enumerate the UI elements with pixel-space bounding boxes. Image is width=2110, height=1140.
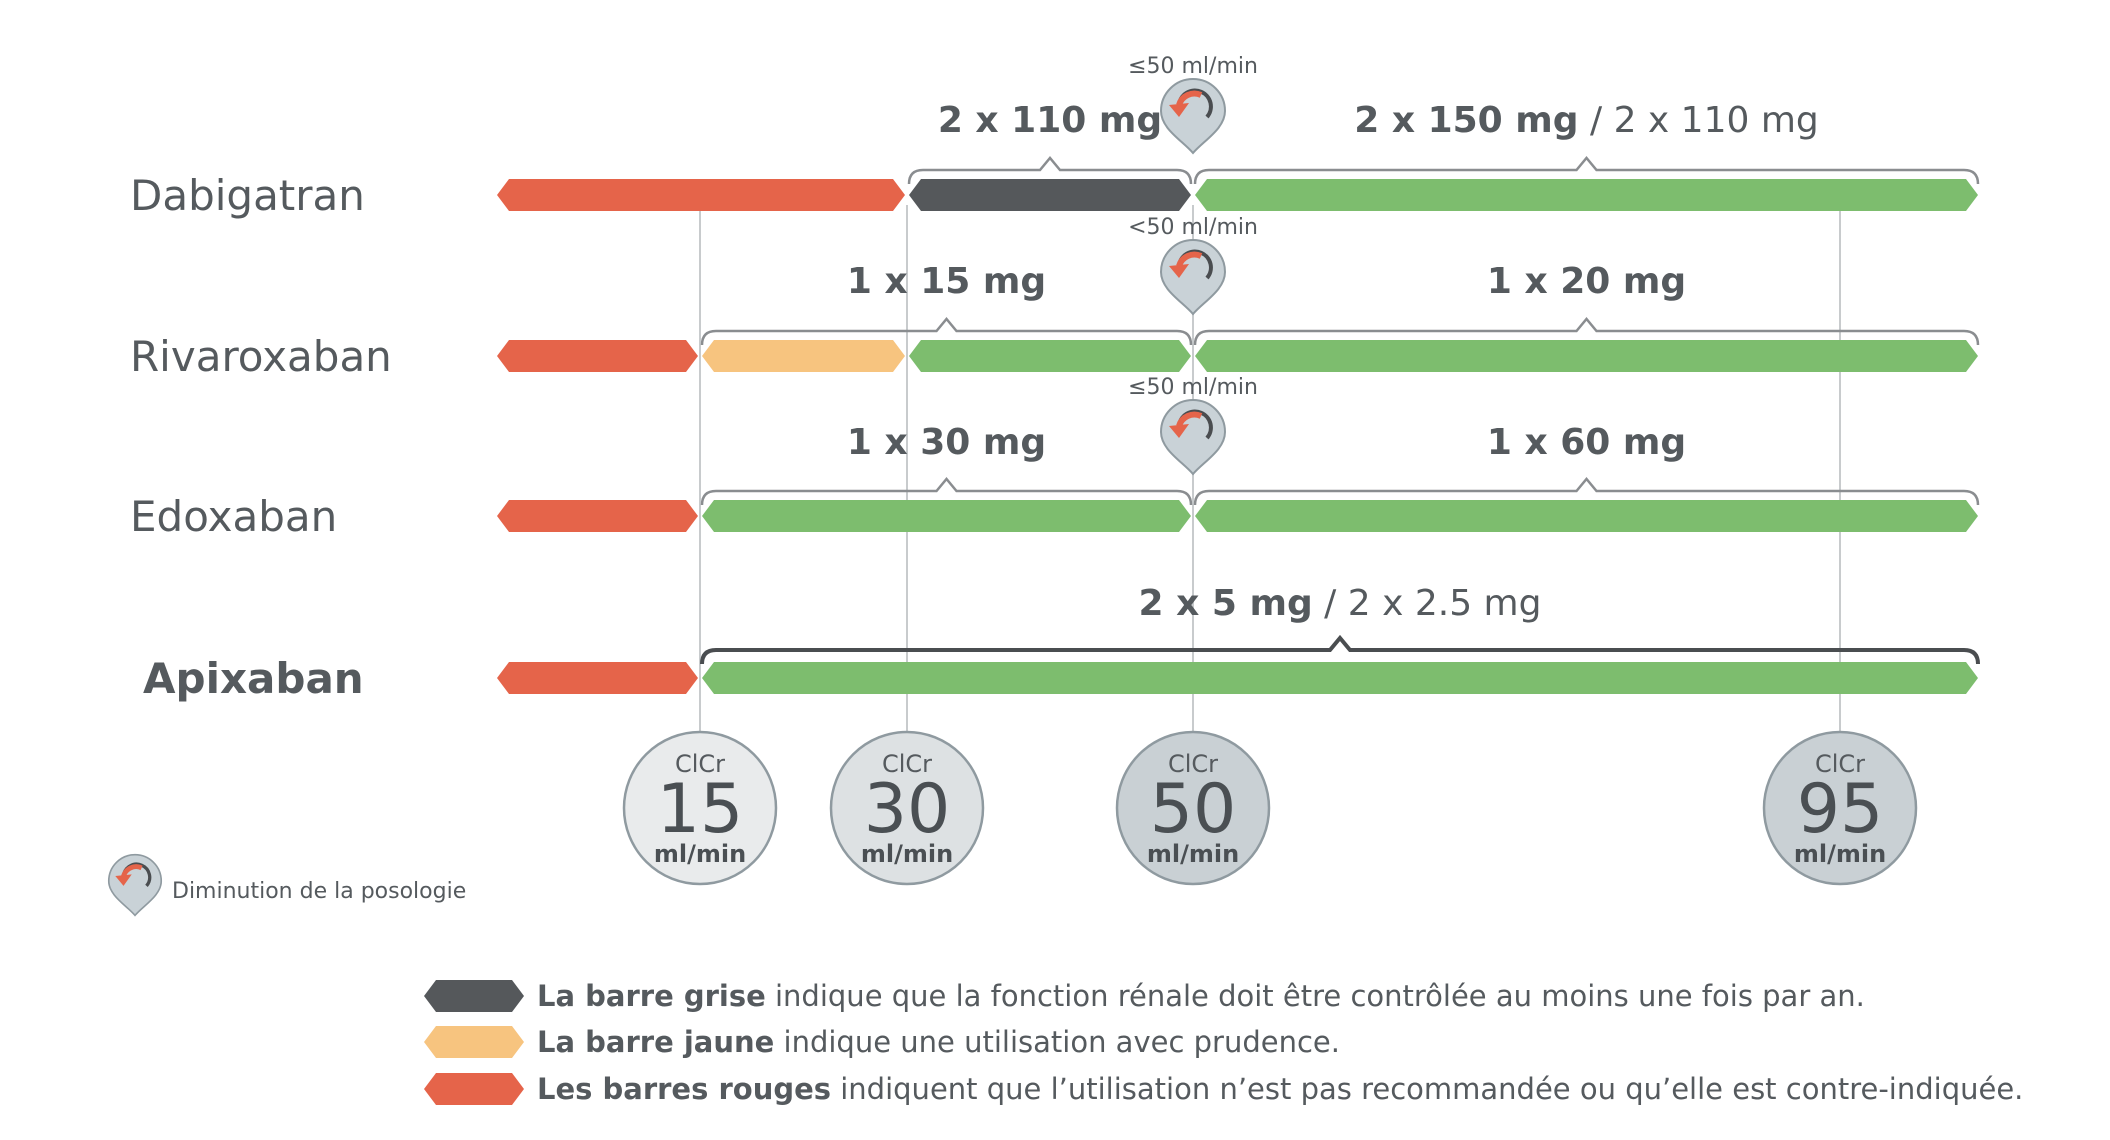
clcr-unit: ml/min — [654, 840, 746, 868]
clcr-label: ClCr — [1815, 750, 1865, 778]
bar-segment-green — [1195, 340, 1978, 372]
dose-main: 2 x 150 mg — [1354, 100, 1578, 141]
dose-bracket — [1193, 317, 1980, 346]
dose-bracket — [700, 634, 1980, 665]
bar-segment-green — [702, 662, 1978, 694]
legend-bold-text: La barre jaune — [537, 1025, 774, 1059]
clcr-unit: ml/min — [1147, 840, 1239, 868]
bar-segment-red — [497, 500, 698, 532]
dose-label: 1 x 60 mg — [1487, 422, 1686, 463]
threshold-label: <50 ml/min — [1128, 215, 1258, 240]
clcr-circle — [1762, 730, 1918, 886]
legend-bold-text: La barre grise — [537, 979, 766, 1013]
dose-reduction-marker-icon — [1159, 239, 1227, 316]
color-legend: La barre grise indique que la fonction r… — [424, 979, 2023, 1106]
drug-name: Edoxaban — [130, 492, 337, 541]
dose-main: 1 x 60 mg — [1487, 422, 1686, 463]
dose-reduction-marker-icon — [107, 853, 163, 917]
legend-item-yellow: La barre jaune indique une utilisation a… — [424, 1025, 1340, 1059]
dose-separator: / — [1579, 100, 1614, 141]
threshold-label: ≤50 ml/min — [1128, 54, 1258, 79]
dose-main: 2 x 5 mg — [1139, 583, 1313, 624]
drug-row-edoxaban: Edoxaban 1 x 30 mg 1 x 60 mg ≤50 ml/min — [130, 375, 1980, 541]
clcr-unit: ml/min — [861, 840, 953, 868]
bar-segment-red — [497, 179, 905, 211]
marker-legend-label: Diminution de la posologie — [172, 879, 466, 904]
legend-text: La barre grise indique que la fonction r… — [537, 979, 1865, 1013]
dose-label: 2 x 5 mg / 2 x 2.5 mg — [1139, 583, 1542, 624]
legend-description: indiquent que l’utilisation n’est pas re… — [831, 1072, 2023, 1106]
drug-name: Dabigatran — [130, 171, 365, 220]
clcr-circle — [1115, 730, 1271, 886]
dose-bracket — [907, 156, 1193, 185]
legend-text: Les barres rouges indiquent que l’utilis… — [537, 1072, 2023, 1106]
marker-legend: Diminution de la posologie — [107, 853, 466, 917]
legend-item-red: Les barres rouges indiquent que l’utilis… — [424, 1072, 2023, 1106]
bar-segment-green — [702, 500, 1191, 532]
dose-label: 1 x 20 mg — [1487, 261, 1686, 302]
drug-row-apixaban: Apixaban 2 x 5 mg / 2 x 2.5 mg — [143, 583, 1980, 703]
legend-bold-text: Les barres rouges — [537, 1072, 831, 1106]
dose-bracket — [700, 477, 1193, 506]
clcr-label: ClCr — [1168, 750, 1218, 778]
bar-segment-green — [909, 340, 1191, 372]
clcr-circle — [829, 730, 985, 886]
legend-swatch-yellow — [424, 1026, 524, 1058]
legend-swatch-gray — [424, 980, 524, 1012]
clcr-value: 50 — [1150, 770, 1237, 849]
legend-swatch-red — [424, 1073, 524, 1105]
bar-segment-gray — [909, 179, 1191, 211]
dose-bracket — [1193, 477, 1980, 506]
clcr-value: 95 — [1797, 770, 1884, 849]
dose-label: 1 x 30 mg — [847, 422, 1046, 463]
clcr-label: ClCr — [675, 750, 725, 778]
dose-alternative: 2 x 110 mg — [1614, 100, 1819, 141]
threshold-label: ≤50 ml/min — [1128, 375, 1258, 400]
legend-text: La barre jaune indique une utilisation a… — [537, 1025, 1340, 1059]
bar-segment-green — [1195, 500, 1978, 532]
bar-segment-red — [497, 662, 698, 694]
dose-main: 1 x 30 mg — [847, 422, 1046, 463]
bar-segment-red — [497, 340, 698, 372]
dose-main: 1 x 20 mg — [1487, 261, 1686, 302]
legend-description: indique que la fonction rénale doit être… — [766, 979, 1865, 1013]
clcr-unit: ml/min — [1794, 840, 1886, 868]
clcr-label: ClCr — [882, 750, 932, 778]
dose-bracket — [1193, 156, 1980, 185]
clcr-value: 30 — [864, 770, 951, 849]
dose-label: 2 x 110 mg — [938, 100, 1162, 141]
drug-name: Apixaban — [143, 654, 364, 703]
legend-item-gray: La barre grise indique que la fonction r… — [424, 979, 1865, 1013]
bar-segment-yellow — [702, 340, 905, 372]
dose-reduction-marker-icon — [1159, 78, 1227, 155]
dose-reduction-marker-icon — [1159, 399, 1227, 476]
dose-main: 2 x 110 mg — [938, 100, 1162, 141]
clcr-value: 15 — [657, 770, 744, 849]
dose-bracket — [700, 317, 1193, 346]
legend-description: indique une utilisation avec prudence. — [774, 1025, 1340, 1059]
drug-row-rivaroxaban: Rivaroxaban 1 x 15 mg 1 x 20 mg <50 ml/min — [130, 215, 1980, 381]
dose-alternative: 2 x 2.5 mg — [1348, 583, 1542, 624]
bar-segment-green — [1195, 179, 1978, 211]
drug-name: Rivaroxaban — [130, 332, 392, 381]
dose-separator: / — [1313, 583, 1348, 624]
dose-main: 1 x 15 mg — [847, 261, 1046, 302]
dose-label: 2 x 150 mg / 2 x 110 mg — [1354, 100, 1818, 141]
clcr-circle — [622, 730, 778, 886]
dose-label: 1 x 15 mg — [847, 261, 1046, 302]
